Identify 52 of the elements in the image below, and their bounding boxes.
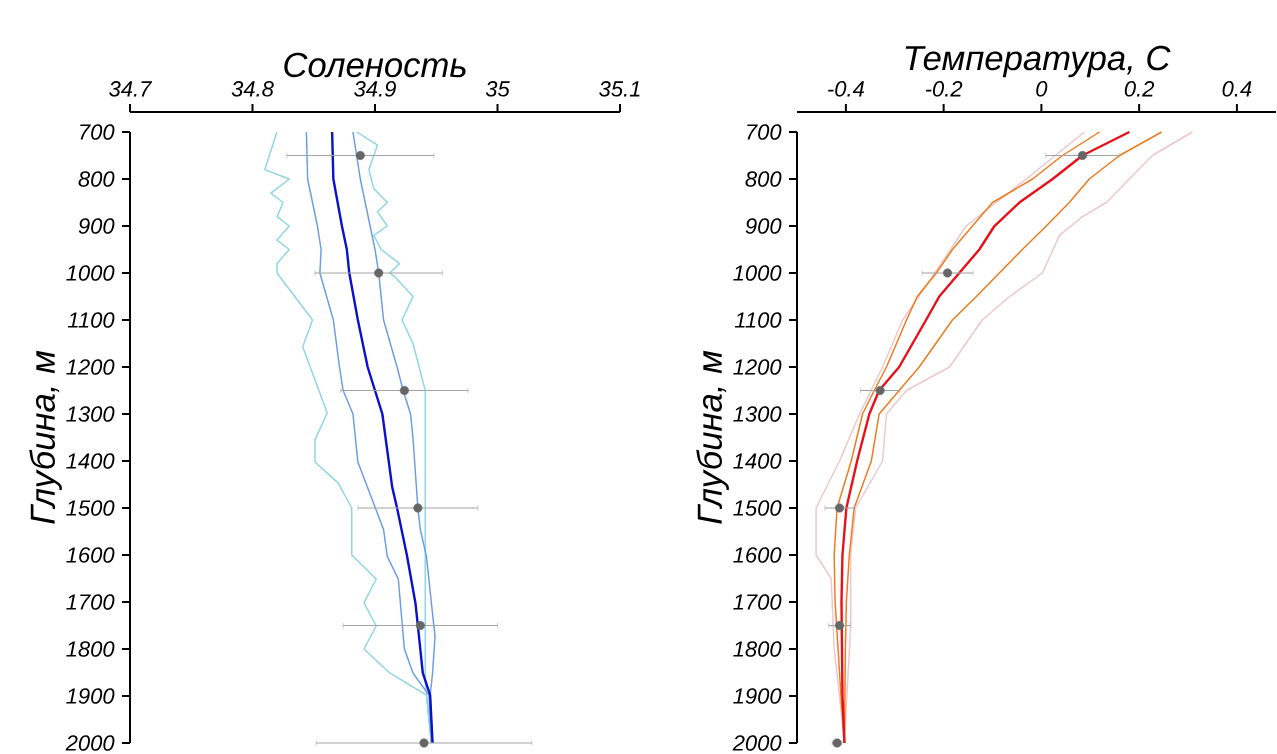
x-tick-label: -0.4 xyxy=(828,81,865,97)
y-tick-label: 1900 xyxy=(733,688,782,704)
y-tick-label: 1000 xyxy=(66,265,115,281)
x-tick-label: -0.2 xyxy=(925,81,963,97)
y-tick-label: 1600 xyxy=(66,547,115,563)
point xyxy=(355,150,365,161)
y-tick-label: 900 xyxy=(745,218,782,234)
y-tick-label: 2000 xyxy=(732,735,782,751)
x-tick-label: 34.8 xyxy=(231,81,274,97)
y-tick-label: 2000 xyxy=(65,735,115,751)
point xyxy=(875,385,885,396)
y-tick-label: 1500 xyxy=(66,500,115,516)
point xyxy=(415,620,425,631)
point xyxy=(835,620,845,631)
point xyxy=(399,385,409,396)
y-tick-label: 1700 xyxy=(66,594,115,610)
x-tick-label: 34.9 xyxy=(354,81,396,97)
x-axis-title: Температура, С xyxy=(905,45,1171,78)
y-tick-label: 800 xyxy=(745,171,782,187)
y-tick-label: 1800 xyxy=(66,641,115,657)
point xyxy=(374,268,384,278)
y-tick-label: 800 xyxy=(78,171,115,187)
point xyxy=(1077,150,1087,161)
y-tick-label: 1900 xyxy=(66,688,115,704)
x-tick-label: 0 xyxy=(1036,81,1048,97)
y-tick-label: 1000 xyxy=(733,265,782,281)
y-tick-label: 1800 xyxy=(733,641,782,657)
y-tick-label: 1100 xyxy=(734,312,782,328)
y-tick-label: 1300 xyxy=(733,406,782,422)
y-tick-label: 700 xyxy=(747,124,782,140)
y-tick-label: 1100 xyxy=(67,312,115,328)
x-tick-label: 0.4 xyxy=(1222,81,1252,97)
x-tick-label: 35.1 xyxy=(599,81,640,97)
y-axis-title: Глубина, м xyxy=(696,350,729,524)
y-tick-label: 1600 xyxy=(733,547,782,563)
x-tick-label: 0.2 xyxy=(1124,81,1155,97)
y-tick-label: 700 xyxy=(80,124,115,140)
x-tick-label: 35 xyxy=(485,81,510,97)
point xyxy=(413,503,423,513)
point xyxy=(835,503,845,513)
y-tick-label: 1200 xyxy=(733,359,782,375)
y-tick-label: 1400 xyxy=(733,453,782,469)
y-tick-label: 1500 xyxy=(733,500,782,516)
y-tick-label: 1200 xyxy=(66,359,115,375)
point xyxy=(943,268,953,278)
y-tick-label: 900 xyxy=(78,218,115,234)
y-tick-label: 1700 xyxy=(733,594,782,610)
y-tick-label: 1300 xyxy=(66,406,115,422)
y-axis-title: Глубина, м xyxy=(29,350,62,524)
x-axis-title: Соленость xyxy=(284,52,466,78)
x-tick-label: 34.7 xyxy=(109,81,153,97)
y-tick-label: 1400 xyxy=(66,453,115,469)
